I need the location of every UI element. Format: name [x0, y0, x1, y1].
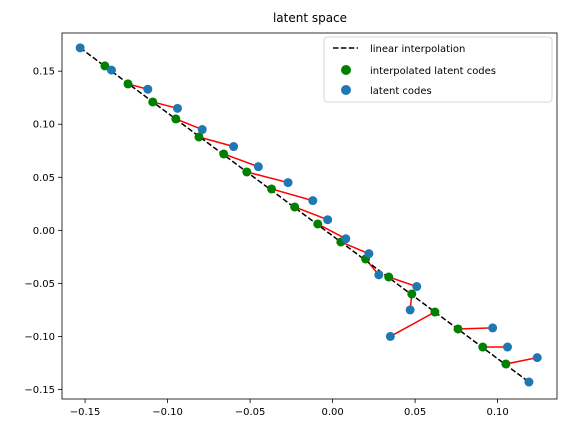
chart-title: latent space	[273, 11, 347, 25]
interpolated-latent-code-point-13	[407, 289, 417, 299]
latent-code-point-17	[503, 342, 512, 352]
legend-label-linear-interpolation: linear interpolation	[370, 44, 465, 55]
connector-segment-14	[389, 311, 436, 338]
y-tick-label: −0.10	[24, 332, 55, 343]
y-tick-label: 0.05	[33, 173, 55, 184]
legend-marker-interpolated-latent-codes	[341, 65, 351, 75]
connector-segment-12	[388, 276, 417, 288]
linear-interpolation-line	[79, 47, 530, 383]
legend-box	[323, 36, 553, 103]
y-tick-label: 0.15	[33, 67, 55, 78]
x-tick-label: −0.05	[235, 407, 266, 418]
connector-segment-6	[246, 171, 289, 184]
latent-code-point-10	[341, 234, 351, 244]
x-tick-label: −0.15	[70, 407, 101, 418]
latent-code-point-0	[75, 43, 85, 53]
interpolated-latent-code-point-4	[194, 132, 204, 142]
legend-label-latent-codes: latent codes	[370, 86, 432, 97]
interpolated-latent-code-point-3	[171, 114, 181, 124]
x-tick-label: 0.10	[486, 407, 508, 418]
latent-code-point-7	[283, 178, 293, 188]
connector-segment-8	[294, 206, 328, 221]
interpolated-latent-code-point-15	[453, 324, 463, 334]
interpolated-latent-code-point-2	[148, 97, 158, 107]
interpolated-latent-code-point-14	[430, 307, 440, 317]
y-tick-label: −0.05	[24, 279, 55, 290]
interpolated-latent-code-point-17	[501, 359, 511, 369]
interpolated-latent-code-point-16	[478, 342, 488, 352]
y-tick-label: 0.00	[33, 226, 55, 237]
x-tick-label: −0.10	[152, 407, 183, 418]
connector-segment-4	[198, 136, 234, 148]
latent-code-point-19	[524, 377, 534, 387]
connector-segment-17	[505, 356, 538, 365]
y-tick-label: −0.15	[24, 385, 55, 396]
latent-code-point-1	[107, 65, 116, 75]
legend-marker-latent-codes	[341, 85, 351, 95]
latent-code-point-16	[488, 323, 498, 333]
connector-segment-10	[340, 241, 370, 255]
connector-segment-15	[457, 327, 493, 330]
latent-code-point-3	[173, 103, 182, 113]
interpolated-latent-code-point-12	[384, 272, 394, 282]
interpolated-latent-code-point-5	[219, 149, 229, 159]
latent-code-point-4	[197, 125, 207, 135]
legend: linear interpolation interpolated latent…	[323, 36, 553, 103]
interpolated-latent-code-point-7	[267, 184, 277, 194]
interpolated-latent-code-point-6	[242, 167, 252, 177]
latent-code-point-2	[143, 84, 153, 94]
connector-segment-5	[223, 153, 259, 168]
x-tick-label: 0.00	[321, 407, 343, 418]
latent-code-point-12	[374, 270, 384, 280]
interpolated-latent-code-point-8	[290, 202, 300, 212]
axes-layer: −0.15 −0.10 −0.05 0.00 0.05 0.10 0.15 0.10 0.05 0…	[24, 67, 508, 418]
latent-code-point-5	[229, 142, 239, 152]
connector-segment-3	[175, 118, 203, 131]
latent-code-point-11	[364, 249, 374, 259]
plot-frame	[61, 32, 558, 400]
y-tick-label: 0.10	[33, 120, 55, 131]
latent-code-point-14	[405, 305, 415, 315]
connector-segment-9	[317, 223, 347, 240]
interpolated-latent-code-point-1	[123, 79, 133, 89]
interpolated-latent-code-point-0	[100, 61, 110, 71]
latent-code-point-15	[385, 331, 395, 341]
legend-label-interpolated-latent-codes: interpolated latent codes	[370, 66, 496, 77]
latent-code-point-8	[308, 196, 318, 206]
latent-code-point-18	[532, 353, 542, 363]
x-tick-label: 0.05	[404, 407, 426, 418]
series-layer	[75, 43, 542, 387]
latent-code-point-13	[412, 282, 422, 292]
latent-code-point-9	[323, 215, 333, 225]
interpolated-latent-code-point-9	[313, 219, 323, 229]
latent-code-point-6	[253, 162, 263, 172]
connector-segment-7	[271, 188, 314, 202]
